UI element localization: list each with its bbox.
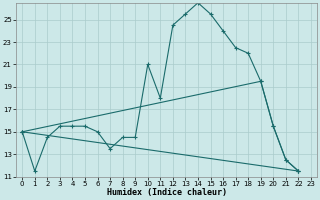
X-axis label: Humidex (Indice chaleur): Humidex (Indice chaleur) [107, 188, 227, 197]
